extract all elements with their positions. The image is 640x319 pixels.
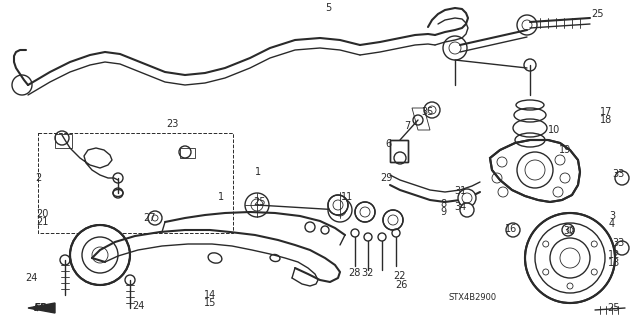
Circle shape	[525, 213, 615, 303]
Text: 12: 12	[608, 250, 620, 260]
Bar	[38, 133, 233, 233]
Text: 6: 6	[385, 139, 391, 149]
Text: 14: 14	[204, 290, 216, 300]
Text: 18: 18	[600, 115, 612, 125]
Text: 7: 7	[404, 121, 410, 131]
Text: 1: 1	[218, 192, 224, 202]
Circle shape	[458, 189, 476, 207]
Circle shape	[328, 195, 348, 215]
Text: 26: 26	[395, 280, 407, 290]
Circle shape	[351, 229, 359, 237]
Text: 17: 17	[600, 107, 612, 117]
Text: 31: 31	[454, 186, 466, 196]
Text: 1: 1	[255, 167, 261, 177]
Circle shape	[392, 229, 400, 237]
Text: 25: 25	[253, 197, 265, 207]
Text: 32: 32	[361, 268, 373, 278]
Circle shape	[615, 171, 629, 185]
Text: 5: 5	[325, 3, 331, 13]
Circle shape	[383, 210, 403, 230]
Text: 19: 19	[559, 145, 571, 155]
Text: 11: 11	[341, 192, 353, 202]
Circle shape	[615, 241, 629, 255]
Polygon shape	[28, 303, 55, 313]
Text: 9: 9	[440, 207, 446, 217]
Text: 4: 4	[609, 219, 615, 229]
Text: 8: 8	[440, 199, 446, 209]
Circle shape	[355, 202, 375, 222]
Text: 29: 29	[380, 173, 392, 183]
Text: 22: 22	[394, 271, 406, 281]
Text: 30: 30	[563, 226, 575, 236]
Circle shape	[70, 225, 130, 285]
Text: 25: 25	[592, 9, 604, 19]
Circle shape	[460, 203, 474, 217]
Circle shape	[378, 233, 386, 241]
Polygon shape	[390, 140, 408, 162]
Text: 10: 10	[548, 125, 560, 135]
Text: 28: 28	[348, 268, 360, 278]
Text: 27: 27	[143, 213, 156, 223]
Text: 21: 21	[36, 217, 48, 227]
Text: 24: 24	[25, 273, 37, 283]
Text: STX4B2900: STX4B2900	[449, 293, 497, 302]
Text: 33: 33	[612, 238, 624, 248]
FancyArrowPatch shape	[33, 306, 52, 310]
Text: FR.: FR.	[34, 303, 52, 313]
Text: 2: 2	[35, 173, 41, 183]
Text: 33: 33	[612, 169, 624, 179]
Circle shape	[364, 233, 372, 241]
Text: 34: 34	[454, 202, 466, 212]
Text: 20: 20	[36, 209, 48, 219]
Text: 3: 3	[609, 211, 615, 221]
Text: 24: 24	[132, 301, 144, 311]
Text: 15: 15	[204, 298, 216, 308]
Text: 13: 13	[608, 258, 620, 268]
Text: 23: 23	[166, 119, 178, 129]
Text: 25: 25	[608, 303, 620, 313]
Text: 16: 16	[505, 224, 517, 234]
Text: 35: 35	[422, 107, 434, 117]
Polygon shape	[490, 140, 580, 202]
